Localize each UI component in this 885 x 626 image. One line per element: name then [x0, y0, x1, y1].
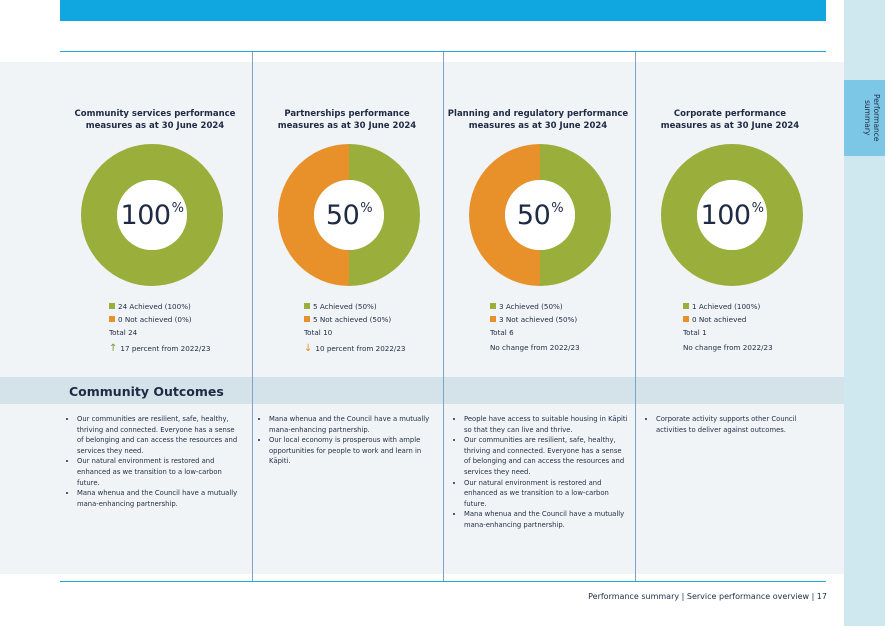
donut-hole [697, 180, 767, 250]
donut-hole [117, 180, 187, 250]
legend-not-achieved: 3 Not achieved (50%) [490, 314, 577, 327]
outcomes-list: People have access to suitable housing i… [455, 414, 630, 531]
column-corporate: Corporate performance measures as at 30 J… [635, 62, 825, 574]
outcome-item: Mana whenua and the Council have a mutua… [77, 488, 243, 509]
donut-chart: 50% [467, 142, 613, 288]
outcome-item: Our natural environment is restored and … [464, 478, 630, 510]
legend-not-achieved: 0 Not achieved [683, 314, 760, 327]
donut-svg [469, 144, 611, 286]
donut-slice-achieved [349, 144, 420, 286]
donut-slice-not-achieved [278, 144, 349, 286]
column-planning-regulatory: Planning and regulatory performance measu… [443, 62, 633, 574]
legend-not-achieved: 5 Not achieved (50%) [304, 314, 391, 327]
outcomes-list: Mana whenua and the Council have a mutua… [260, 414, 435, 467]
total-label: Total 10 [304, 328, 333, 337]
column-title: Community services performance measures a… [74, 109, 236, 131]
legend: 24 Achieved (100%) 0 Not achieved (0%) [109, 301, 192, 326]
top-rule [60, 51, 826, 52]
outcomes-title: Community Outcomes [69, 384, 224, 399]
donut-slice-not-achieved [469, 144, 540, 286]
donut-percent: 100% [120, 199, 184, 231]
page-footer: Performance summary | Service performanc… [588, 592, 827, 601]
outcomes-list: Corporate activity supports other Counci… [647, 414, 816, 435]
change-label: ↓ 10 percent from 2022/23 [304, 343, 406, 354]
change-label: ↑ 17 percent from 2022/23 [109, 343, 211, 354]
column-divider [443, 52, 444, 581]
donut-percent: 50% [325, 199, 373, 231]
donut-chart: 50% [276, 142, 422, 288]
legend-not-achieved: 0 Not achieved (0%) [109, 314, 192, 327]
column-divider [252, 52, 253, 581]
column-community-services: Community services performance measures a… [60, 62, 250, 574]
outcome-item: Corporate activity supports other Counci… [656, 414, 816, 435]
change-label: No change from 2022/23 [490, 343, 580, 352]
donut-slice-achieved [661, 144, 803, 286]
total-label: Total 24 [109, 328, 138, 337]
arrow-down-icon: ↓ [304, 343, 313, 354]
outcome-item: Mana whenua and the Council have a mutua… [464, 509, 630, 530]
outcome-item: People have access to suitable housing i… [464, 414, 630, 435]
top-color-bar [60, 0, 826, 21]
donut-svg [661, 144, 803, 286]
column-divider [635, 52, 636, 581]
outcome-item: Our communities are resilient, safe, hea… [464, 435, 630, 477]
change-label: No change from 2022/23 [683, 343, 773, 352]
donut-chart: 100% [659, 142, 805, 288]
column-partnerships: Partnerships performance measures as at 3… [252, 62, 442, 574]
outcomes-list: Our communities are resilient, safe, hea… [68, 414, 243, 509]
column-title: Partnerships performance measures as at 3… [277, 109, 417, 131]
column-title: Corporate performance measures as at 30 J… [660, 109, 800, 131]
legend-achieved: 5 Achieved (50%) [304, 301, 391, 314]
donut-hole [314, 180, 384, 250]
legend-achieved: 24 Achieved (100%) [109, 301, 192, 314]
donut-svg [278, 144, 420, 286]
arrow-up-icon: ↑ [109, 343, 118, 354]
total-label: Total 6 [490, 328, 514, 337]
column-title: Planning and regulatory performance measu… [447, 109, 629, 131]
donut-percent: 100% [700, 199, 764, 231]
legend-achieved: 3 Achieved (50%) [490, 301, 577, 314]
outcomes-band [0, 377, 844, 404]
outcome-item: Our local economy is prosperous with amp… [269, 435, 435, 467]
outcome-item: Our communities are resilient, safe, hea… [77, 414, 243, 456]
donut-hole [505, 180, 575, 250]
legend: 1 Achieved (100%) 0 Not achieved [683, 301, 760, 326]
donut-percent: 50% [516, 199, 564, 231]
outcome-item: Our natural environment is restored and … [77, 456, 243, 488]
outcome-item: Mana whenua and the Council have a mutua… [269, 414, 435, 435]
donut-svg [81, 144, 223, 286]
side-tab-performance-summary[interactable] [844, 80, 885, 156]
donut-slice-achieved [81, 144, 223, 286]
side-tab-label[interactable]: Performance summary [863, 94, 881, 142]
bottom-rule [60, 581, 826, 582]
legend: 3 Achieved (50%) 3 Not achieved (50%) [490, 301, 577, 326]
donut-chart: 100% [79, 142, 225, 288]
total-label: Total 1 [683, 328, 707, 337]
legend-achieved: 1 Achieved (100%) [683, 301, 760, 314]
legend: 5 Achieved (50%) 5 Not achieved (50%) [304, 301, 391, 326]
donut-slice-achieved [540, 144, 611, 286]
